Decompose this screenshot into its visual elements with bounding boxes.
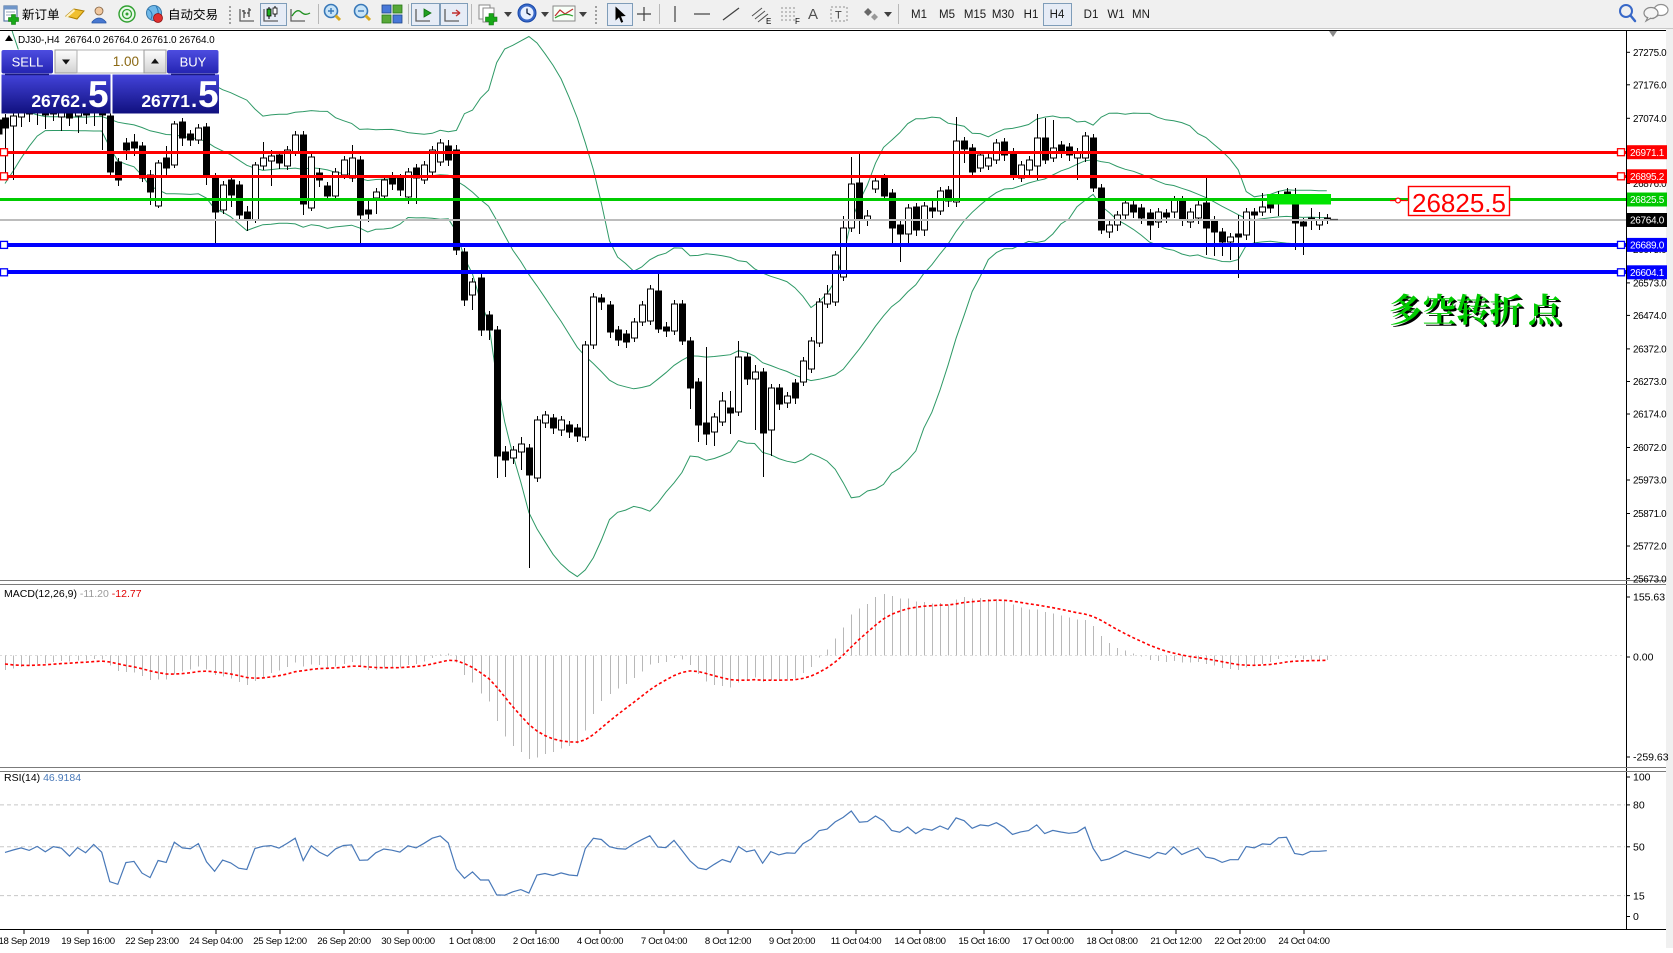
svg-text:24 Sep 04:00: 24 Sep 04:00 [189, 936, 242, 947]
svg-text:BUY: BUY [180, 55, 207, 70]
svg-text:-259.63: -259.63 [1633, 752, 1669, 764]
svg-text:F: F [795, 17, 800, 26]
svg-text:18 Oct 08:00: 18 Oct 08:00 [1086, 936, 1137, 947]
svg-text:18 Sep 2019: 18 Sep 2019 [0, 936, 50, 947]
svg-text:26825.5: 26825.5 [1412, 188, 1506, 218]
svg-text:11 Oct 04:00: 11 Oct 04:00 [831, 936, 882, 947]
svg-text:26825.5: 26825.5 [1630, 195, 1665, 206]
svg-text:9 Oct 20:00: 9 Oct 20:00 [769, 936, 815, 947]
svg-text:26764.0: 26764.0 [1630, 216, 1665, 227]
svg-text:26895.2: 26895.2 [1630, 172, 1665, 183]
svg-text:E: E [766, 17, 771, 26]
svg-text:MN: MN [1132, 9, 1150, 21]
svg-text:W1: W1 [1107, 9, 1124, 21]
svg-text:27176.0: 27176.0 [1633, 81, 1667, 92]
svg-text:M5: M5 [939, 9, 955, 21]
svg-text:25 Sep 12:00: 25 Sep 12:00 [253, 936, 306, 947]
svg-text:17 Oct 00:00: 17 Oct 00:00 [1022, 936, 1073, 947]
svg-text:50: 50 [1633, 842, 1645, 854]
svg-text:DJ30-,H4 26764.0 26764.0 2676: DJ30-,H4 26764.0 26764.0 26761.0 26764.0 [18, 35, 215, 46]
svg-text:27074.0: 27074.0 [1633, 114, 1667, 125]
svg-text:15 Oct 16:00: 15 Oct 16:00 [958, 936, 1009, 947]
svg-text:26273.0: 26273.0 [1633, 377, 1667, 388]
svg-text:22 Sep 23:00: 22 Sep 23:00 [125, 936, 178, 947]
svg-text:SELL: SELL [12, 55, 44, 70]
svg-text:1 Oct 08:00: 1 Oct 08:00 [449, 936, 495, 947]
svg-text:26762: 26762 [31, 91, 80, 111]
svg-text:4 Oct 00:00: 4 Oct 00:00 [577, 936, 623, 947]
svg-text:25673.0: 25673.0 [1633, 574, 1667, 585]
svg-text:25973.0: 25973.0 [1633, 476, 1667, 487]
svg-text:25772.0: 25772.0 [1633, 542, 1667, 553]
svg-text:26876.0: 26876.0 [1633, 179, 1667, 190]
svg-text:21 Oct 12:00: 21 Oct 12:00 [1150, 936, 1201, 947]
svg-text:7 Oct 04:00: 7 Oct 04:00 [641, 936, 687, 947]
svg-text:H1: H1 [1024, 9, 1039, 21]
svg-text:19 Sep 16:00: 19 Sep 16:00 [61, 936, 114, 947]
svg-text:H4: H4 [1050, 9, 1065, 21]
svg-text:80: 80 [1633, 800, 1645, 812]
svg-text:155.63: 155.63 [1633, 592, 1665, 604]
svg-text:MACD(12,26,9) -11.20 -12.77: MACD(12,26,9) -11.20 -12.77 [4, 588, 142, 600]
svg-text:26971.1: 26971.1 [1630, 148, 1665, 159]
svg-text:26573.0: 26573.0 [1633, 279, 1667, 290]
svg-text:26072.0: 26072.0 [1633, 443, 1667, 454]
svg-text:22 Oct 20:00: 22 Oct 20:00 [1214, 936, 1265, 947]
svg-text:27275.0: 27275.0 [1633, 48, 1667, 59]
svg-text:M15: M15 [964, 9, 986, 21]
svg-text:.: . [81, 87, 87, 112]
svg-text:14 Oct 08:00: 14 Oct 08:00 [894, 936, 945, 947]
svg-text:1.00: 1.00 [113, 54, 139, 69]
svg-text:T: T [835, 10, 842, 22]
svg-text:0.00: 0.00 [1633, 652, 1654, 664]
svg-text:30 Sep 00:00: 30 Sep 00:00 [381, 936, 434, 947]
svg-text:26604.1: 26604.1 [1630, 268, 1665, 279]
svg-text:26689.0: 26689.0 [1630, 241, 1665, 252]
svg-text:M30: M30 [992, 9, 1014, 21]
svg-text:26372.0: 26372.0 [1633, 345, 1667, 356]
svg-text:D1: D1 [1084, 9, 1099, 21]
svg-text:M1: M1 [911, 9, 927, 21]
svg-text:5: 5 [198, 74, 219, 115]
svg-text:25871.0: 25871.0 [1633, 509, 1667, 520]
svg-text:15: 15 [1633, 890, 1645, 902]
svg-text:24 Oct 04:00: 24 Oct 04:00 [1278, 936, 1329, 947]
svg-text:26771: 26771 [141, 91, 190, 111]
svg-text:.: . [191, 87, 197, 112]
svg-text:8 Oct 12:00: 8 Oct 12:00 [705, 936, 751, 947]
svg-text:2 Oct 16:00: 2 Oct 16:00 [513, 936, 559, 947]
svg-text:26474.0: 26474.0 [1633, 311, 1667, 322]
svg-text:A: A [808, 6, 818, 23]
svg-text:26174.0: 26174.0 [1633, 410, 1667, 421]
svg-text:RSI(14) 46.9184: RSI(14) 46.9184 [4, 772, 81, 784]
svg-text:5: 5 [88, 74, 109, 115]
svg-text:0: 0 [1633, 911, 1639, 923]
svg-text:100: 100 [1633, 772, 1651, 784]
svg-text:26 Sep 20:00: 26 Sep 20:00 [317, 936, 370, 947]
